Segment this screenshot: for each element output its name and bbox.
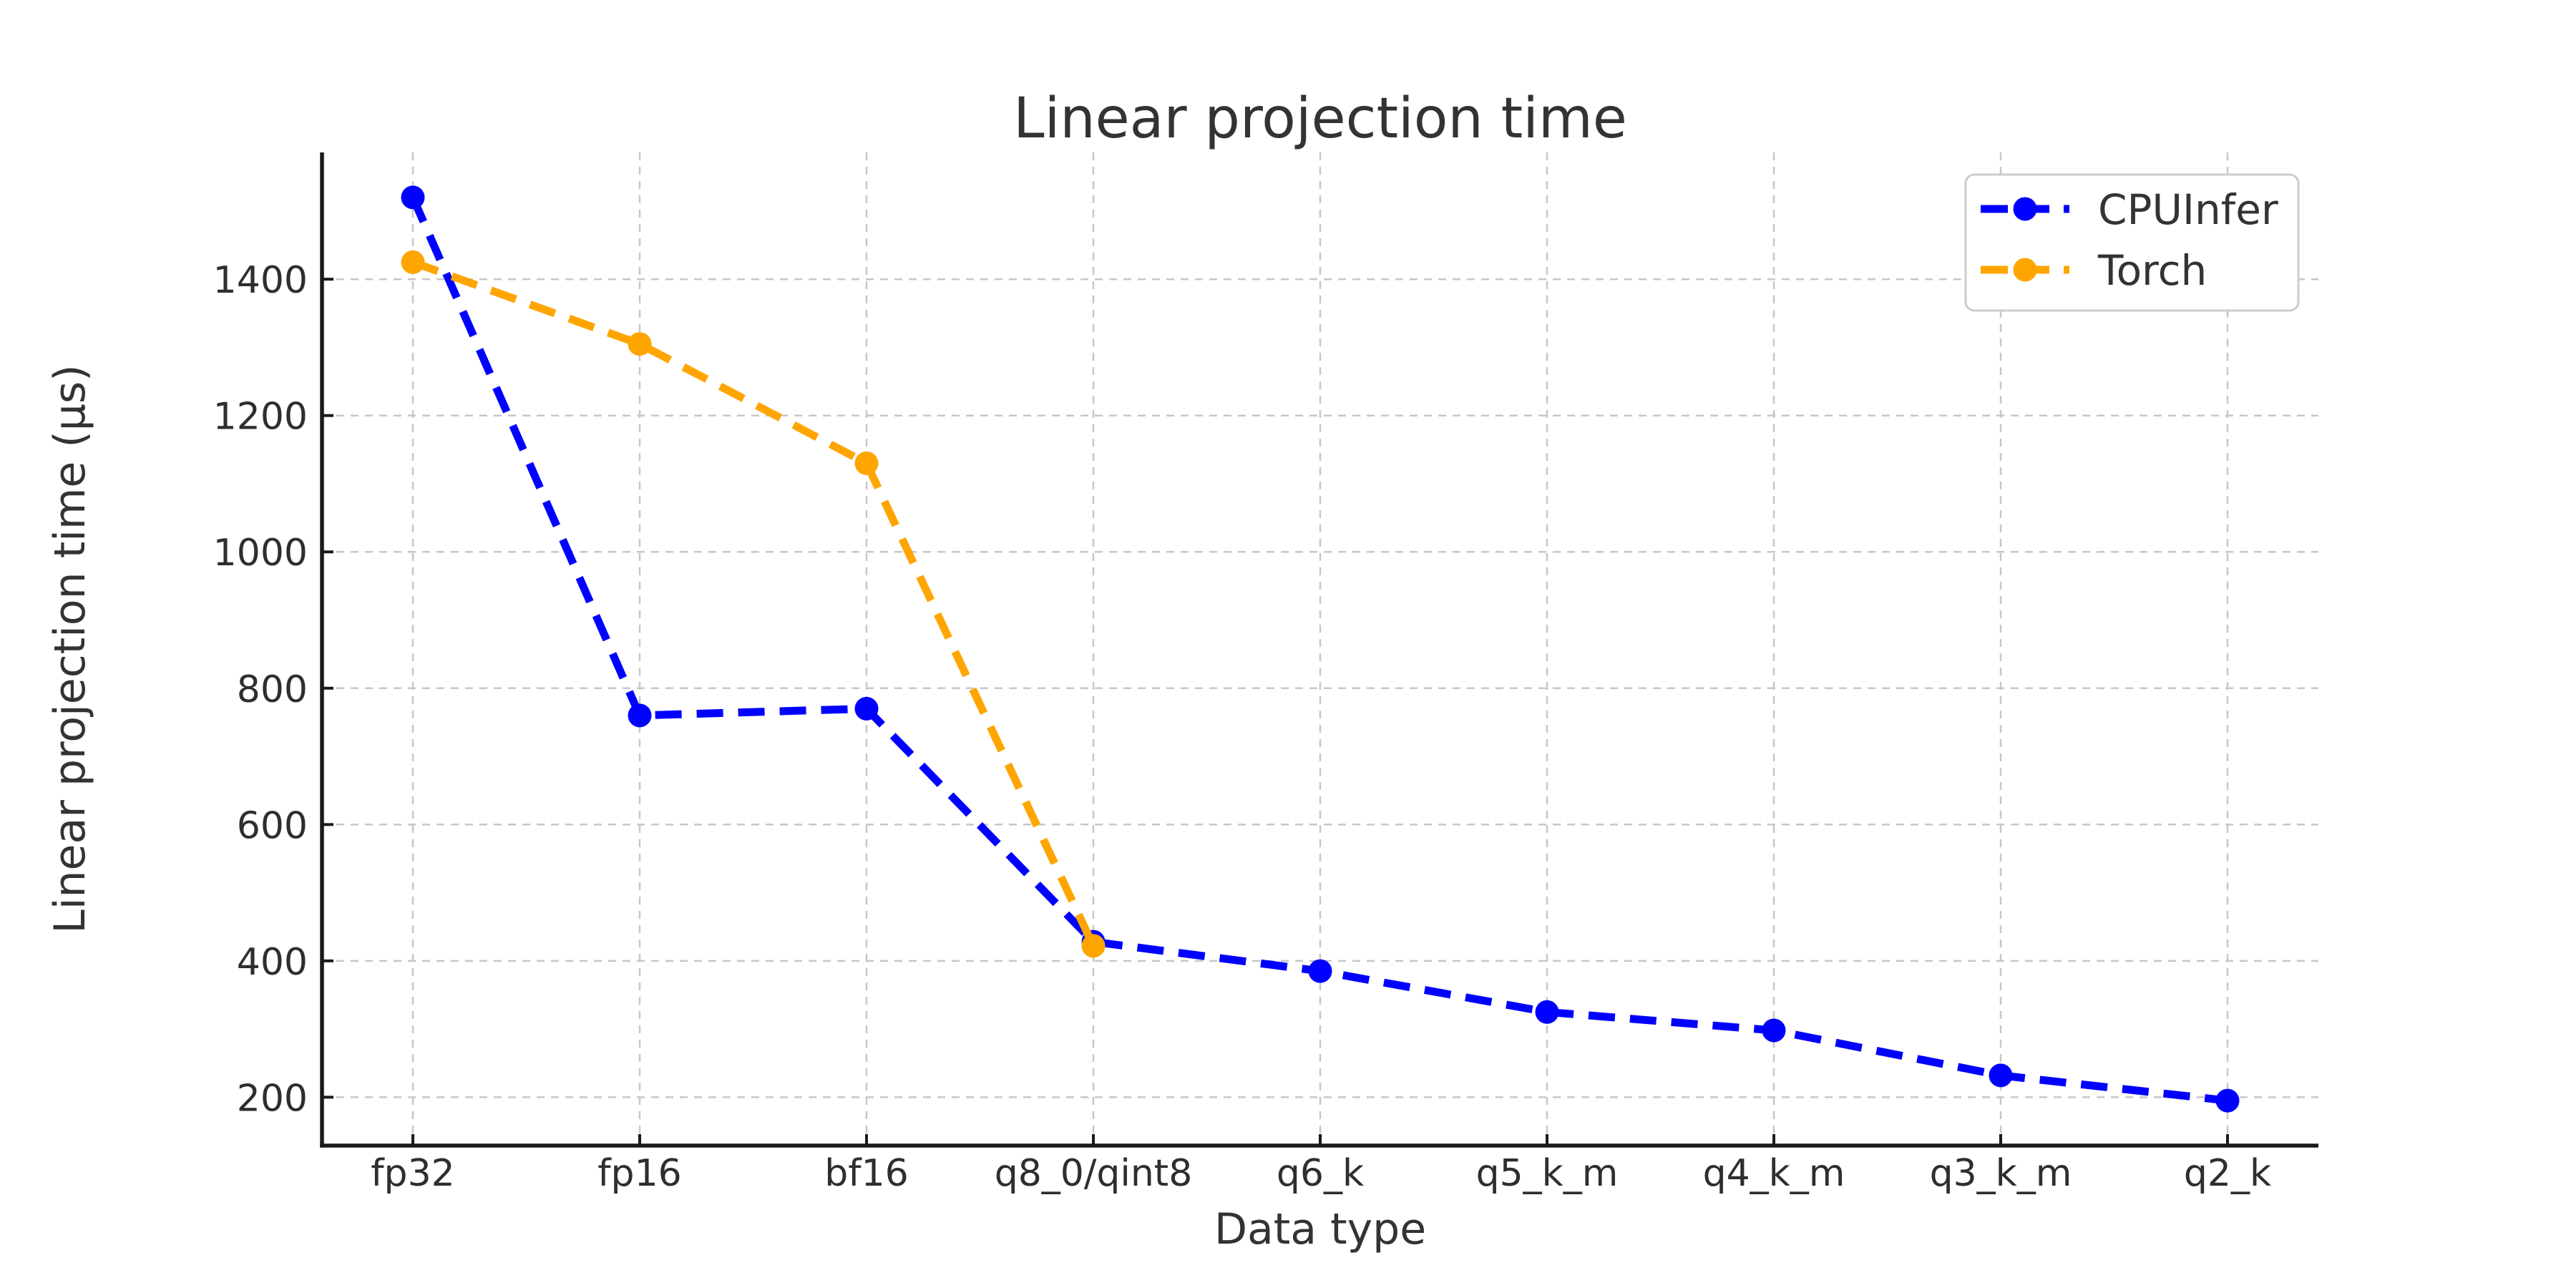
y-tick-label: 200 xyxy=(237,1077,308,1120)
legend-sample-marker xyxy=(2013,197,2037,221)
x-axis-label: Data type xyxy=(1214,1204,1426,1254)
legend-item-torch: Torch xyxy=(1981,246,2207,295)
y-tick-label: 600 xyxy=(237,804,308,847)
x-tick-label: q8_0/qint8 xyxy=(995,1152,1193,1195)
y-tick-label: 1000 xyxy=(213,532,308,575)
data-point-marker-cpuinfer xyxy=(1989,1063,2013,1088)
data-point-marker-cpuinfer xyxy=(1308,959,1332,983)
series-layer xyxy=(401,185,2240,1113)
x-tick-label: q5_k_m xyxy=(1476,1152,1619,1195)
x-tick-label: fp32 xyxy=(371,1152,454,1195)
data-point-marker-cpuinfer xyxy=(854,696,879,721)
axes-layer: fp32 fp16 bf16 q8_0/qint8 q6_k q5_k_m q4_k_m q3… xyxy=(213,152,2318,1195)
data-point-marker-cpuinfer xyxy=(628,703,652,728)
legend-layer: CPUInfer Torch xyxy=(1964,173,2300,312)
y-tick-label: 400 xyxy=(237,941,308,984)
data-point-marker-cpuinfer xyxy=(2215,1088,2240,1113)
x-tick-label: q3_k_m xyxy=(1930,1152,2072,1195)
series-line-torch xyxy=(411,258,1097,948)
y-axis-label: Linear projection time (µs) xyxy=(45,364,95,933)
chart-title: Linear projection time xyxy=(1013,87,1627,151)
y-tick-label: 800 xyxy=(237,668,308,711)
data-point-marker-cpuinfer xyxy=(401,185,425,210)
data-point-marker-torch xyxy=(1081,934,1106,958)
legend-label: Torch xyxy=(2097,246,2207,295)
data-point-marker-torch xyxy=(401,250,425,274)
y-tick-label: 1400 xyxy=(213,259,308,302)
data-point-marker-torch xyxy=(854,451,879,475)
data-point-marker-cpuinfer xyxy=(1535,1000,1559,1024)
data-point-marker-cpuinfer xyxy=(1762,1018,1786,1043)
x-tick-label: q6_k xyxy=(1277,1152,1364,1195)
data-point-marker-torch xyxy=(628,332,652,356)
x-tick-label: fp16 xyxy=(597,1152,681,1195)
x-tick-label: bf16 xyxy=(824,1152,908,1195)
y-tick-label: 1200 xyxy=(213,396,308,439)
x-tick-label: q2_k xyxy=(2184,1152,2271,1195)
legend-item-cpuinfer: CPUInfer xyxy=(1981,185,2278,234)
x-tick-label: q4_k_m xyxy=(1703,1152,1845,1195)
legend-label: CPUInfer xyxy=(2098,185,2278,234)
legend-sample-marker xyxy=(2013,258,2037,282)
